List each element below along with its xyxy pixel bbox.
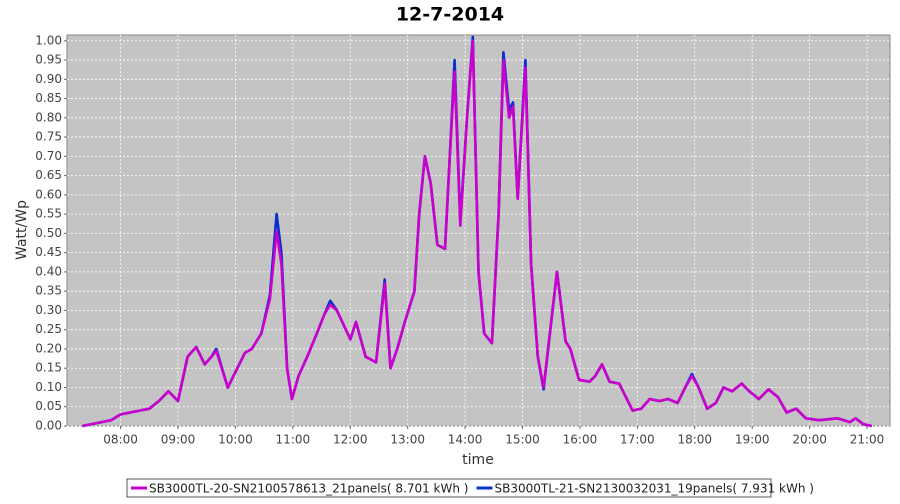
y-tick-label: 0.80 xyxy=(35,110,62,124)
x-tick-label: 15:00 xyxy=(505,433,540,447)
y-tick-label: 0.50 xyxy=(35,226,62,240)
y-tick-label: 0.95 xyxy=(35,53,62,67)
legend-label: SB3000TL-21-SN2130032031_19panels( 7.931… xyxy=(494,482,813,496)
legend-box xyxy=(126,478,772,498)
x-tick-label: 18:00 xyxy=(677,433,712,447)
x-tick-label: 12:00 xyxy=(333,433,368,447)
x-tick-label: 13:00 xyxy=(390,433,425,447)
x-tick-label: 11:00 xyxy=(276,433,311,447)
y-tick-label: 0.65 xyxy=(35,168,62,182)
x-tick-label: 14:00 xyxy=(448,433,483,447)
y-tick-label: 0.30 xyxy=(35,303,62,317)
y-tick-label: 0.45 xyxy=(35,245,62,259)
y-tick-label: 0.10 xyxy=(35,380,62,394)
series-line xyxy=(82,39,873,428)
y-tick-label: 0.85 xyxy=(35,91,62,105)
y-tick-label: 0.90 xyxy=(35,72,62,86)
y-tick-label: 0.15 xyxy=(35,361,62,375)
y-tick-label: 0.60 xyxy=(35,187,62,201)
x-tick-label: 19:00 xyxy=(735,433,770,447)
y-tick-label: 0.40 xyxy=(35,264,62,278)
x-tick-label: 08:00 xyxy=(103,433,138,447)
x-tick-label: 10:00 xyxy=(218,433,253,447)
x-tick-label: 21:00 xyxy=(850,433,885,447)
chart-title: 12-7-2014 xyxy=(396,4,504,26)
y-tick-label: 0.20 xyxy=(35,341,62,355)
y-tick-label: 0.55 xyxy=(35,207,62,221)
y-axis-label: Watt/Wp xyxy=(14,200,30,260)
y-tick-label: 0.00 xyxy=(35,419,62,433)
y-tick-label: 0.25 xyxy=(35,322,62,336)
y-tick-label: 0.35 xyxy=(35,284,62,298)
y-tick-label: 0.05 xyxy=(35,399,62,413)
x-tick-label: 17:00 xyxy=(620,433,655,447)
x-tick-label: 20:00 xyxy=(792,433,827,447)
y-tick-label: 0.70 xyxy=(35,149,62,163)
y-tick-label: 1.00 xyxy=(35,33,62,47)
x-axis-label: time xyxy=(462,452,494,468)
x-tick-label: 09:00 xyxy=(161,433,196,447)
x-tick-label: 16:00 xyxy=(563,433,598,447)
y-tick-label: 0.75 xyxy=(35,130,62,144)
legend-label: SB3000TL-20-SN2100578613_21panels( 8.701… xyxy=(149,482,468,496)
